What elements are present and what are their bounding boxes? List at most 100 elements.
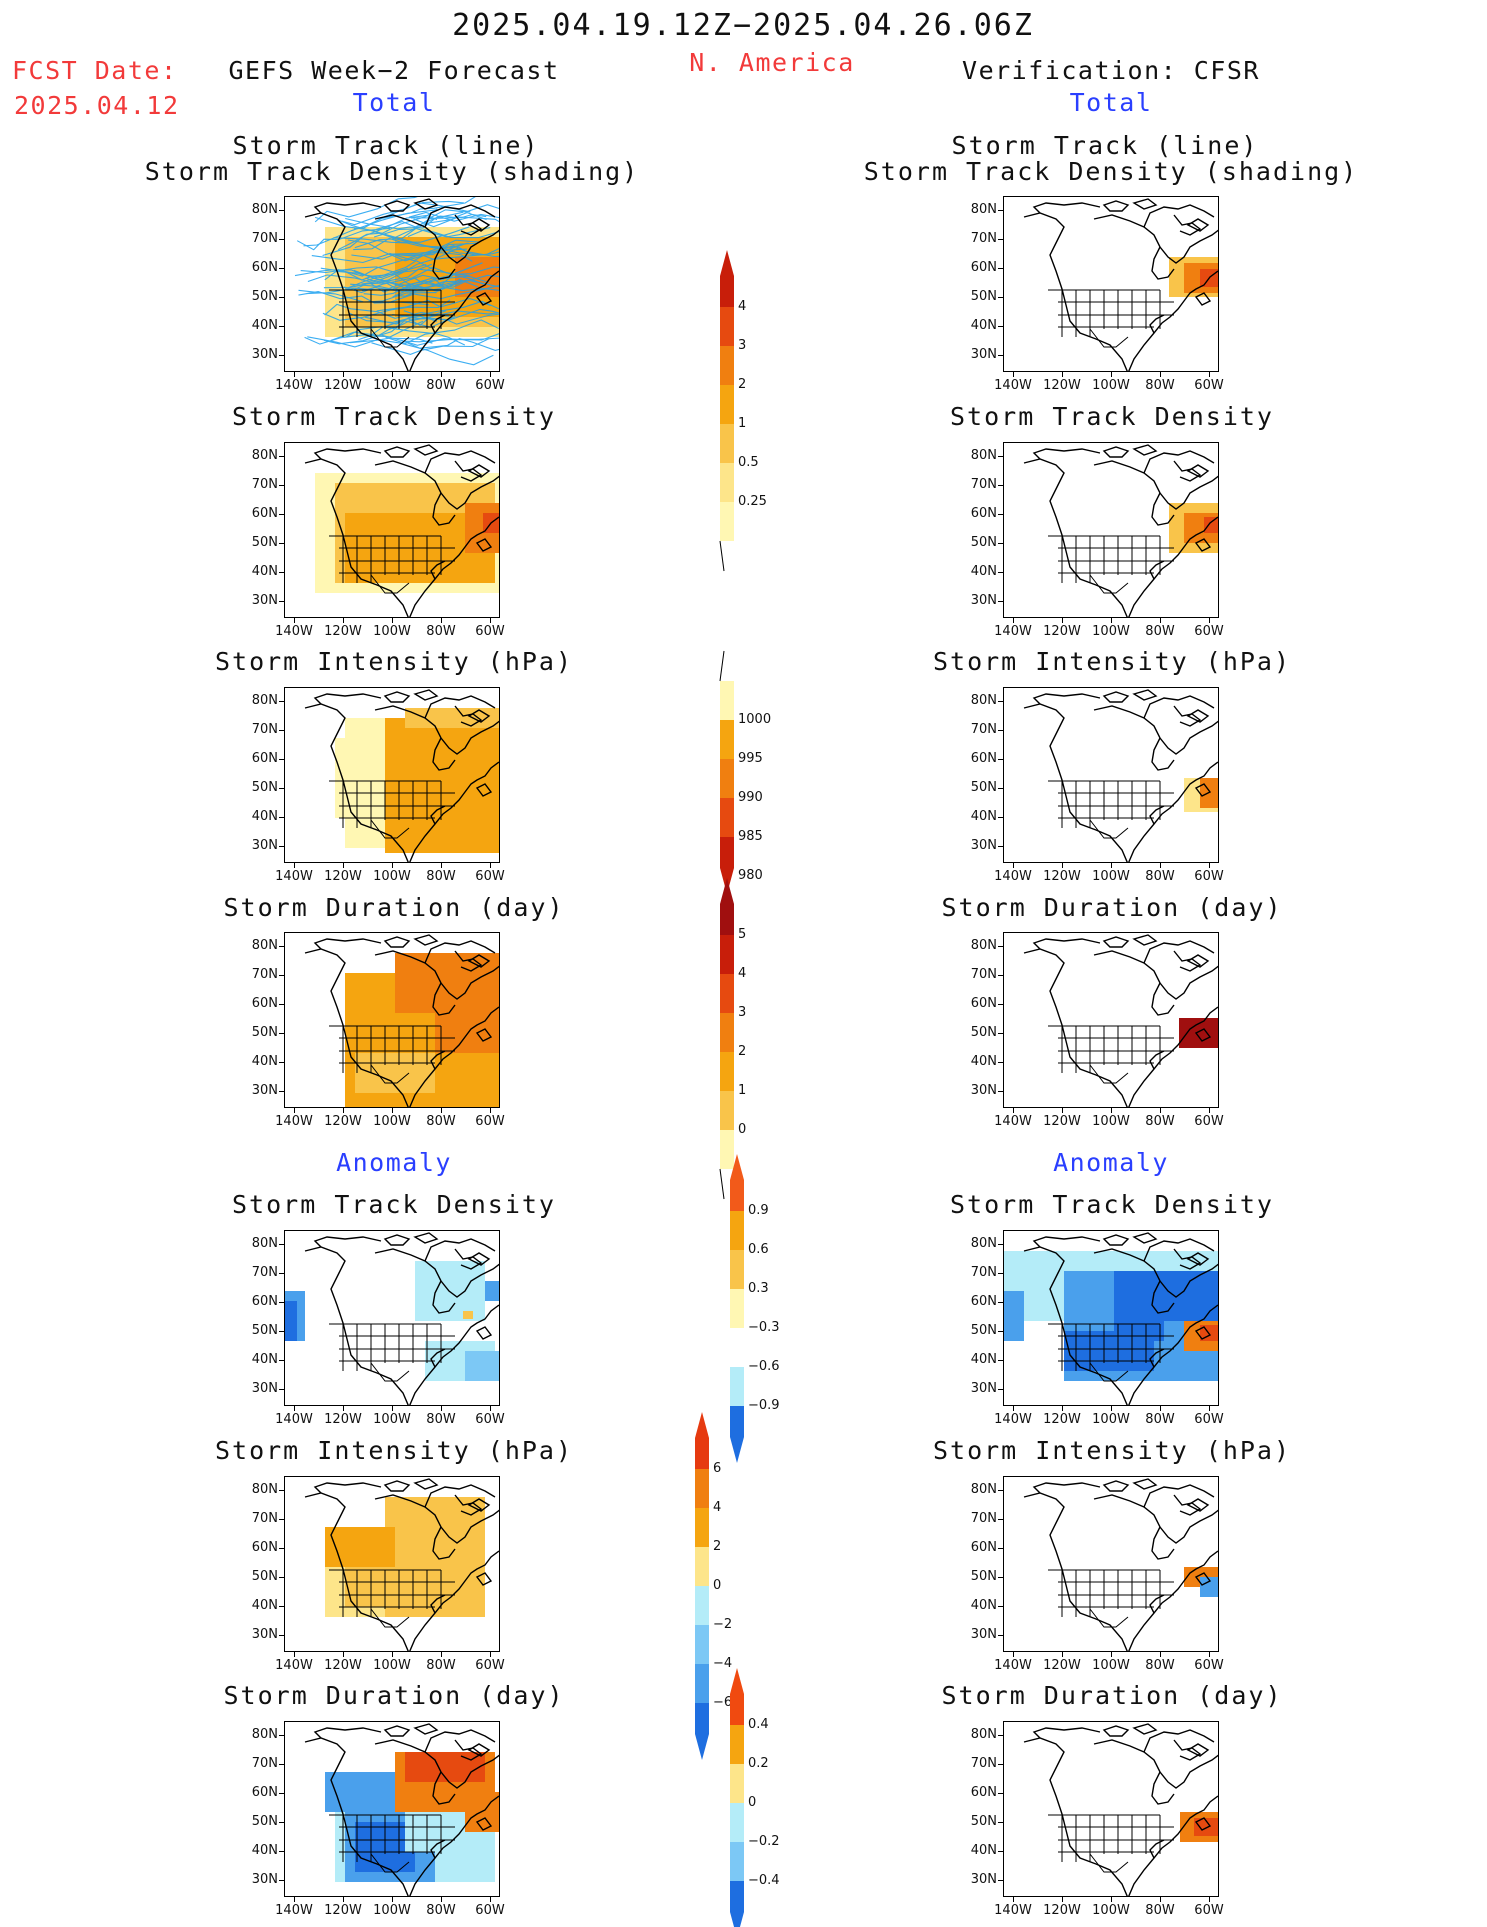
lon-label-60w: 60W	[1194, 869, 1224, 884]
lat-tick	[279, 1062, 284, 1063]
lon-tick	[1209, 1108, 1210, 1113]
left-density-anom-map: 80N 70N 60N 50N 40N 30N 140W 120W 100W 80W 60W	[234, 1230, 510, 1436]
lon-tick	[1160, 1108, 1161, 1113]
lon-label-80w: 80W	[1145, 869, 1175, 884]
lon-tick	[392, 372, 393, 377]
lon-tick	[1013, 1652, 1014, 1657]
colorbar-label: 0.4	[748, 1717, 769, 1732]
lat-tick	[279, 1577, 284, 1578]
lat-label-50n: 50N	[970, 1323, 997, 1338]
lon-label-60w: 60W	[1194, 1658, 1224, 1673]
lat-label-80n: 80N	[251, 693, 278, 708]
map-frame	[1003, 1476, 1219, 1652]
lat-tick	[998, 946, 1003, 947]
left-intensity-map: 80N 70N 60N 50N 40N 30N 140W 120W 100W 80W 60W	[234, 687, 510, 893]
right-track-shading-title: Storm Track Density (shading)	[863, 157, 1359, 186]
colorbar-label: 995	[738, 751, 763, 766]
lat-label-30n: 30N	[251, 1872, 278, 1887]
lon-tick	[1209, 1897, 1210, 1902]
lat-tick	[998, 1851, 1003, 1852]
lat-label-50n: 50N	[970, 1814, 997, 1829]
map-frame	[284, 1230, 500, 1406]
lon-tick	[1062, 863, 1063, 868]
intensity-colorbar: 1000 995 990 985 980	[719, 650, 800, 894]
lon-label-140w: 140W	[994, 378, 1032, 393]
lat-label-70n: 70N	[970, 1265, 997, 1280]
lon-tick	[441, 1406, 442, 1411]
lat-tick	[998, 210, 1003, 211]
lat-tick	[998, 1004, 1003, 1005]
lon-tick	[490, 1406, 491, 1411]
lon-tick	[343, 1652, 344, 1657]
lat-tick	[998, 326, 1003, 327]
lat-label-50n: 50N	[970, 780, 997, 795]
lon-tick	[392, 1108, 393, 1113]
colorbar-label: 0.9	[748, 1203, 769, 1218]
lon-tick	[294, 1406, 295, 1411]
lon-label-100w: 100W	[373, 1903, 411, 1918]
lon-label-120w: 120W	[1043, 1412, 1081, 1427]
left-track-map: 80N 70N 60N 50N 40N 30N 140W 120W 100W 80W 60W	[234, 196, 510, 402]
lat-tick	[279, 1880, 284, 1881]
lon-tick	[441, 1897, 442, 1902]
lon-label-80w: 80W	[426, 1412, 456, 1427]
lon-label-100w: 100W	[1092, 1903, 1130, 1918]
lat-label-80n: 80N	[970, 938, 997, 953]
lon-label-120w: 120W	[324, 1903, 362, 1918]
lon-label-120w: 120W	[1043, 624, 1081, 639]
right-duration-anom-title: Storm Duration (day)	[941, 1681, 1283, 1710]
lat-label-30n: 30N	[970, 1381, 997, 1396]
right-density-anom-map: 80N 70N 60N 50N 40N 30N 140W 120W 100W 80W 60W	[953, 1230, 1229, 1436]
lat-tick	[279, 1273, 284, 1274]
lon-label-80w: 80W	[1145, 624, 1175, 639]
lat-label-70n: 70N	[251, 722, 278, 737]
lon-tick	[1111, 618, 1112, 623]
left-track-shading-title: Storm Track Density (shading)	[144, 157, 640, 186]
lon-tick	[343, 1406, 344, 1411]
lat-tick	[279, 268, 284, 269]
lat-tick	[279, 975, 284, 976]
right-track-map: 80N 70N 60N 50N 40N 30N 140W 120W 100W 80W 60W	[953, 196, 1229, 402]
lat-label-30n: 30N	[251, 347, 278, 362]
lon-label-100w: 100W	[1092, 1114, 1130, 1129]
lon-label-120w: 120W	[324, 1412, 362, 1427]
lat-label-50n: 50N	[970, 535, 997, 550]
lat-label-60n: 60N	[251, 996, 278, 1011]
lon-tick	[294, 618, 295, 623]
lon-tick	[1013, 1897, 1014, 1902]
lon-tick	[294, 372, 295, 377]
lon-label-140w: 140W	[994, 1412, 1032, 1427]
lat-tick	[998, 846, 1003, 847]
right-column-title: Verification: CFSR	[962, 56, 1260, 85]
lon-tick	[490, 618, 491, 623]
lat-tick	[998, 1606, 1003, 1607]
lat-tick	[998, 1490, 1003, 1491]
lon-tick	[441, 863, 442, 868]
lon-label-80w: 80W	[426, 378, 456, 393]
lat-tick	[998, 788, 1003, 789]
colorbar-label: 0	[713, 1578, 722, 1593]
lon-label-80w: 80W	[1145, 1114, 1175, 1129]
lat-tick	[279, 297, 284, 298]
lon-tick	[392, 1652, 393, 1657]
lat-tick	[279, 485, 284, 486]
lat-label-30n: 30N	[970, 593, 997, 608]
lat-tick	[998, 543, 1003, 544]
lat-tick	[279, 210, 284, 211]
lon-tick	[1209, 863, 1210, 868]
lon-tick	[1111, 372, 1112, 377]
lat-tick	[279, 1360, 284, 1361]
lat-label-70n: 70N	[970, 967, 997, 982]
lat-label-80n: 80N	[970, 1236, 997, 1251]
lat-tick	[998, 1302, 1003, 1303]
lon-label-140w: 140W	[275, 1412, 313, 1427]
left-track-line-title: Storm Track (line)	[232, 131, 540, 160]
lon-label-120w: 120W	[324, 1114, 362, 1129]
density-anom-colorbar: 0.9 0.6 0.3 −0.3 −0.6 −0.9	[730, 1154, 810, 1463]
lat-tick	[279, 788, 284, 789]
colorbar-label: 4	[738, 966, 747, 981]
lon-label-80w: 80W	[426, 1658, 456, 1673]
lat-tick	[279, 1519, 284, 1520]
lon-label-140w: 140W	[994, 1114, 1032, 1129]
lat-tick	[279, 456, 284, 457]
